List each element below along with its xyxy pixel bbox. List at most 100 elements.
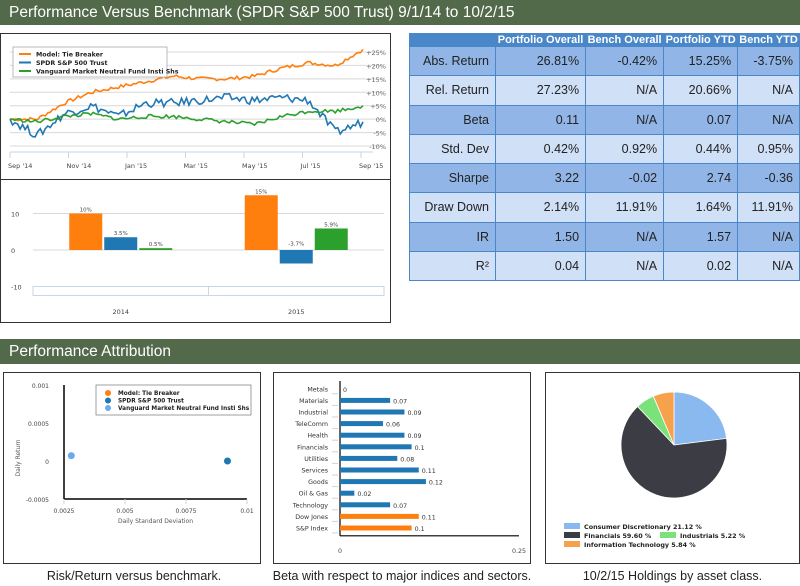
table-cell: -0.42% — [585, 45, 665, 77]
bar-data-label: 0.11 — [422, 468, 436, 475]
table-row: Sharpe 3.22 -0.02 2.74 -0.36 — [409, 162, 800, 194]
x-tick-label: Sep '15 — [359, 162, 383, 170]
stats-table: Portfolio Overall Bench Overall Portfolio … — [409, 33, 800, 282]
scatter-point — [67, 452, 75, 460]
y-tick-label: -10 — [11, 284, 22, 292]
risk-return-scatter: -0.0005 0 0.0005 0.001 0.0025 0.005 0.0075 0.01… — [15, 383, 254, 525]
row-label: Abs. Return — [409, 45, 496, 77]
table-row: IR 1.50 N/A 1.57 N/A — [409, 221, 800, 252]
table-cell: 2.74 — [663, 162, 739, 194]
category-label: Technology — [292, 502, 329, 509]
table-row: Abs. Return 26.81% -0.42% 15.25% -3.75% — [409, 45, 800, 77]
category-label: Health — [307, 433, 328, 440]
legend-swatch — [564, 541, 580, 547]
legend-label: SPDR S&P 500 Trust — [36, 60, 108, 67]
table-cell: 0.11 — [494, 104, 587, 135]
category-label: Financials — [297, 444, 328, 451]
table-cell: 20.66% — [663, 75, 739, 106]
x-tick-label: Jul '15 — [300, 162, 321, 170]
y-axis-title: Daily Return — [15, 439, 22, 476]
y-tick-label: -0.0005 — [26, 497, 49, 504]
bar-data-label: 10% — [80, 208, 92, 214]
table-cell: 11.91% — [737, 192, 800, 223]
bar-data-label: 0.1 — [415, 526, 425, 533]
bar-data-label: 0 — [343, 387, 347, 394]
beta-bar-chart: Metals 0 Materials 0.07 Industrial 0.09 TeleCo… — [292, 381, 526, 555]
legend-label: Information Technology 5.84 % — [584, 541, 696, 549]
table-cell: 15.25% — [663, 45, 739, 77]
column-header: Bench Overall — [585, 33, 665, 47]
table-row: Std. Dev 0.42% 0.92% 0.44% 0.95% — [409, 133, 800, 165]
table-cell: -3.75% — [737, 45, 800, 77]
bar — [69, 213, 103, 250]
scatter-point — [223, 457, 231, 465]
table-cell: 0.07 — [663, 104, 739, 135]
table-cell: 1.50 — [494, 221, 587, 252]
row-label: Rel. Return — [409, 75, 496, 106]
table-cell: N/A — [585, 221, 665, 252]
y-tick-label: 0.001 — [32, 383, 49, 390]
table-row: Rel. Return 27.23% N/A 20.66% N/A — [409, 75, 800, 106]
line-chart: -10% -5% 0% +5% +10% +15% +20% +25% Sep '14 Nov '… — [8, 46, 386, 170]
table-cell: 27.23% — [494, 75, 587, 106]
bar — [279, 250, 313, 264]
x-tick-label: 0.01 — [240, 508, 254, 515]
beta-bar — [340, 397, 391, 403]
bar-data-label: 3.5% — [114, 231, 128, 237]
line-series-1 — [9, 92, 364, 138]
table-cell: N/A — [737, 250, 800, 282]
table-cell: N/A — [737, 75, 800, 106]
category-label: Oil & Gas — [299, 491, 328, 498]
bar-data-label: 5.9% — [324, 222, 338, 228]
category-label: S&P Index — [296, 526, 328, 533]
legend-label: Model: Tie Breaker — [36, 52, 104, 59]
annual-bar-chart-panel: -10 0 10 20 2014 10% 3.5% 0.5% 2015 15% -3.7% 5.9% — [0, 174, 391, 323]
category-label: TeleComm — [294, 421, 328, 428]
holdings-pie-panel: Consumer Discretionary 21.12 % Financials… — [545, 372, 800, 564]
legend-label: Vanguard Market Neutral Fund Insti Shs — [36, 69, 179, 76]
beta-bar — [340, 432, 405, 438]
pie-slice — [652, 391, 675, 446]
pie-slice — [620, 405, 728, 499]
column-header: Bench YTD — [737, 33, 800, 47]
x-tick-label: 0 — [338, 548, 342, 555]
legend-label: Consumer Discretionary 21.12 % — [584, 523, 702, 531]
scatter-caption: Risk/Return versus benchmark. — [46, 569, 222, 583]
table-cell: N/A — [737, 104, 800, 135]
x-tick-label: 0.005 — [116, 508, 133, 515]
bar-data-label: 0.02 — [357, 491, 371, 498]
row-label: Sharpe — [409, 162, 496, 194]
x-tick-label: Nov '14 — [67, 162, 92, 170]
table-cell: 0.92% — [585, 133, 665, 165]
table-cell: -0.36 — [737, 162, 800, 194]
table-cell: 0.95% — [737, 133, 800, 165]
table-cell: 1.57 — [663, 221, 739, 252]
table-row: Beta 0.11 N/A 0.07 N/A — [409, 104, 800, 135]
table-cell: 0.02 — [663, 250, 739, 282]
bar — [104, 237, 138, 250]
row-label: Std. Dev — [409, 133, 496, 165]
category-label: Goods — [308, 479, 328, 486]
stats-header-row: Portfolio Overall Bench Overall Portfolio … — [409, 33, 800, 47]
bar-data-label: 15% — [255, 189, 267, 195]
table-cell: N/A — [585, 250, 665, 282]
x-axis-title: Daily Standard Deviation — [118, 518, 193, 525]
beta-bar — [340, 525, 412, 531]
bar — [139, 248, 173, 250]
stats-table-container: Portfolio Overall Bench Overall Portfolio … — [409, 33, 800, 282]
y-tick-label: 0 — [45, 459, 49, 466]
line-series-2 — [9, 105, 364, 127]
legend-marker — [105, 405, 111, 411]
table-cell: 11.91% — [585, 192, 665, 223]
table-cell: N/A — [585, 75, 665, 106]
table-cell: 2.14% — [494, 192, 587, 223]
bar-data-label: 0.07 — [393, 398, 407, 405]
x-tick-label: 0.25 — [512, 548, 526, 555]
line-chart-panel: -10% -5% 0% +5% +10% +15% +20% +25% Sep '14 Nov '… — [0, 33, 391, 179]
row-label: Draw Down — [409, 192, 496, 223]
beta-bar — [340, 490, 355, 496]
bar — [244, 195, 278, 250]
table-row: Draw Down 2.14% 11.91% 1.64% 11.91% — [409, 192, 800, 223]
bar-data-label: 0.11 — [422, 514, 436, 521]
